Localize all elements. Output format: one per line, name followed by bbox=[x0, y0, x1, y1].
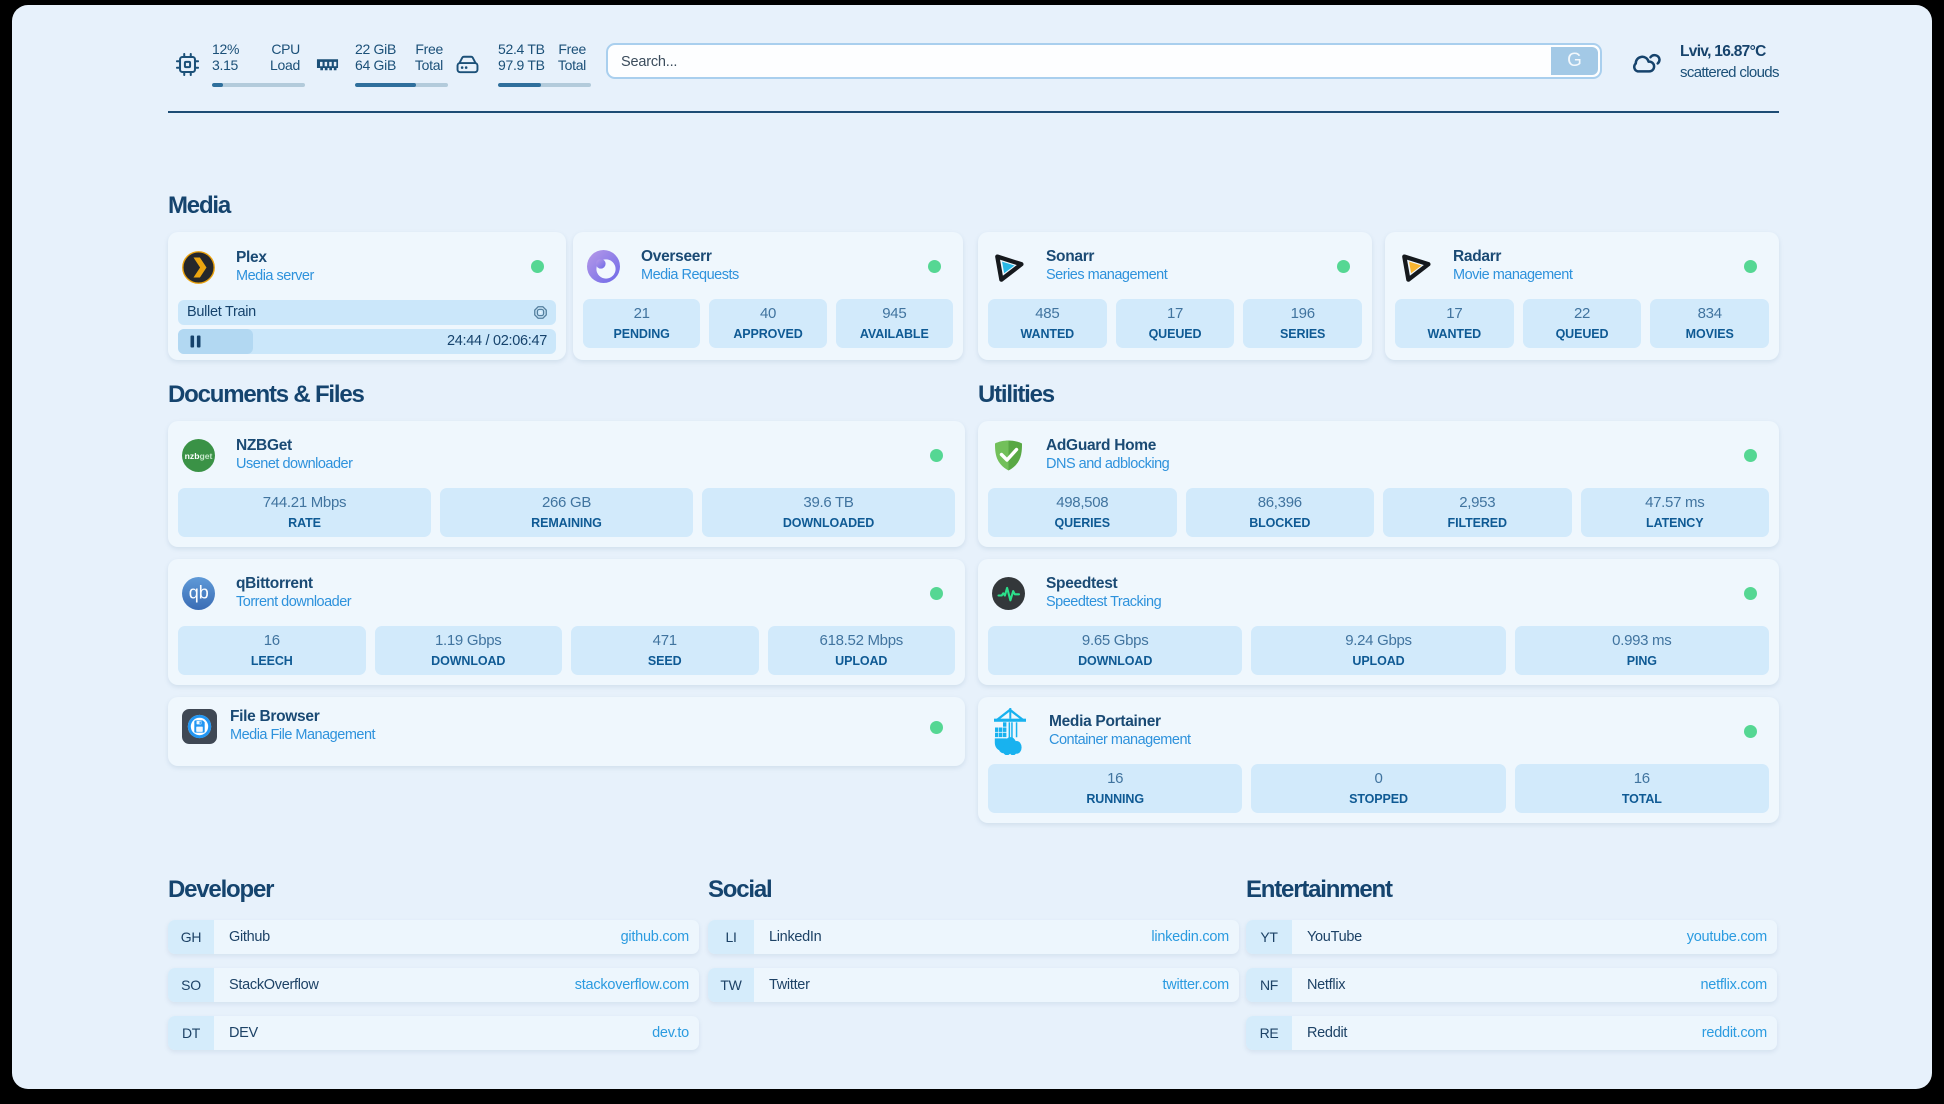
svg-text:qb: qb bbox=[189, 582, 209, 602]
svg-text:nzbget: nzbget bbox=[185, 450, 213, 460]
